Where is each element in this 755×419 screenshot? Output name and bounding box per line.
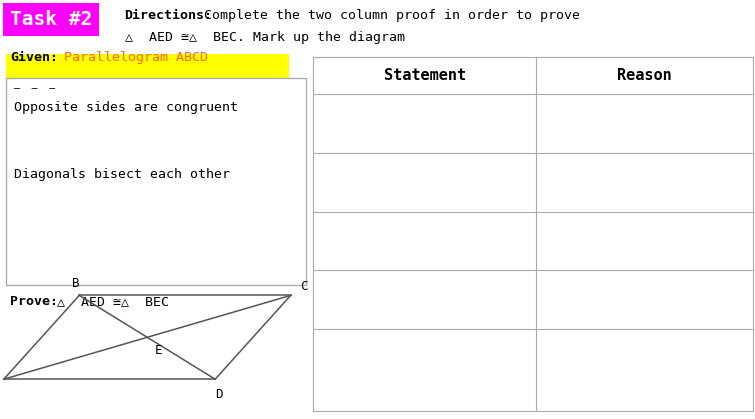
Text: Complete the two column proof in order to prove: Complete the two column proof in order t…	[204, 9, 580, 22]
Text: Statement: Statement	[384, 68, 466, 83]
Text: Given:: Given:	[10, 51, 58, 64]
Text: △  AED ≅△  BEC: △ AED ≅△ BEC	[57, 295, 168, 308]
Text: Directions:: Directions:	[125, 9, 213, 22]
Text: D: D	[215, 388, 223, 401]
Text: —  —  —: — — —	[14, 83, 54, 93]
Text: Prove:: Prove:	[10, 295, 58, 308]
Text: Diagonals bisect each other: Diagonals bisect each other	[14, 168, 230, 181]
Text: Reason: Reason	[618, 68, 672, 83]
FancyBboxPatch shape	[6, 54, 289, 78]
Text: E: E	[155, 344, 162, 357]
Text: Opposite sides are congruent: Opposite sides are congruent	[14, 101, 238, 114]
Text: Parallelogram ABCD: Parallelogram ABCD	[64, 51, 208, 64]
Text: △  AED ≅△  BEC. Mark up the diagram: △ AED ≅△ BEC. Mark up the diagram	[125, 31, 405, 44]
Text: B: B	[72, 277, 79, 290]
Text: C: C	[300, 280, 307, 293]
Text: Task #2: Task #2	[10, 10, 92, 29]
